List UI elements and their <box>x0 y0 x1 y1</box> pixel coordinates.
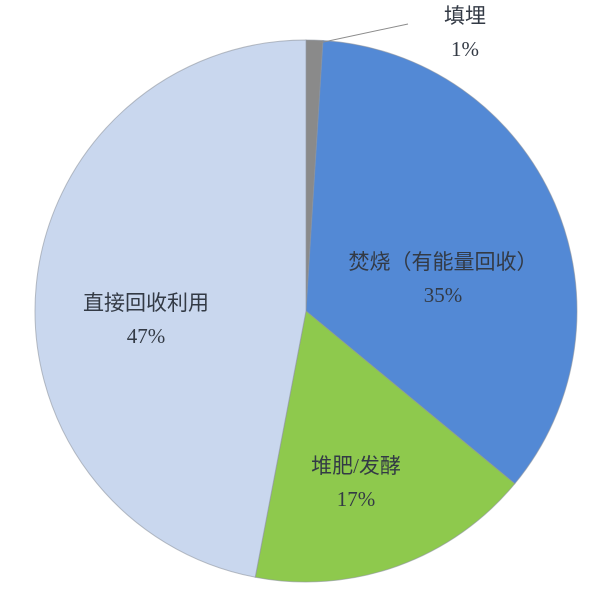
slice-label-incineration: 焚烧（有能量回收） 35% <box>349 246 538 312</box>
slice-label-landfill: 填埋 1% <box>444 0 486 66</box>
slice-label-text: 填埋 <box>444 4 486 28</box>
slice-percent-text: 1% <box>451 37 479 61</box>
slice-label-composting: 堆肥/发酵 17% <box>311 450 401 516</box>
pie-slice-2 <box>254 310 516 583</box>
slice-label-text: 焚烧（有能量回收） <box>348 250 538 274</box>
pie-slice-1 <box>305 39 578 485</box>
pie-slices <box>34 39 578 583</box>
slice-label-direct-recycling: 直接回收利用 47% <box>83 287 209 353</box>
slice-percent-text: 17% <box>336 487 376 511</box>
slice-label-text: 直接回收利用 <box>83 291 209 315</box>
slice-label-text: 堆肥/发酵 <box>311 454 401 478</box>
pie-slice-3 <box>34 39 307 578</box>
slice-percent-text: 47% <box>126 324 166 348</box>
slice-percent-text: 35% <box>423 283 463 307</box>
leader-line <box>318 23 409 44</box>
